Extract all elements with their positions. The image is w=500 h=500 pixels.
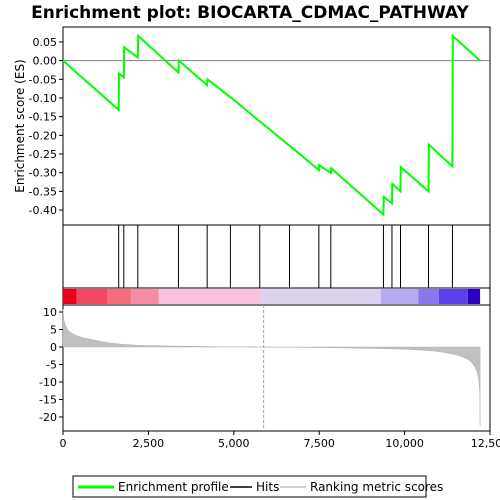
es-y-tick-label: -0.15 [29,111,57,124]
rank-colorbar [63,289,481,304]
colorbar-segment [380,289,419,304]
x-tick-label: 2,500 [133,437,165,450]
colorbar-segment [131,289,159,304]
es-y-tick-label: 0.05 [33,36,58,49]
hits-frame [62,224,491,289]
es-y-tick-label: -0.40 [29,204,57,217]
es-y-tick-label: -0.20 [29,129,57,142]
colorbar-segment [76,289,108,304]
legend: Enrichment profile Hits Ranking metric s… [72,475,443,498]
metric-x-axis-ticks: 0 2,500 5,000 7,500 10,000 12,500 [60,431,500,450]
colorbar-segment [158,289,262,304]
legend-label-ranking: Ranking metric scores [310,480,443,494]
colorbar-segment [107,289,132,304]
colorbar-segment [63,289,77,304]
enrichment-profile-line [62,33,481,217]
metric-y-tick-label: 0 [50,341,57,354]
es-y-tick-label: -0.10 [29,92,57,105]
legend-label-enrichment: Enrichment profile [118,480,229,494]
metric-y-tick-label: -5 [46,359,57,372]
metric-plot-frame [62,304,491,432]
metric-y-tick-label: -20 [39,411,57,424]
colorbar-segment [261,289,381,304]
metric-y-tick-label: -10 [39,376,57,389]
es-y-axis-title: Enrichment score (ES) [13,59,27,192]
rank-colorbar-panel [62,287,491,306]
x-tick-label: 7,500 [303,437,335,450]
x-tick-label: 12,500 [471,437,500,450]
colorbar-segment [467,289,481,304]
es-y-tick-label: -0.35 [29,185,57,198]
es-y-tick-label: -0.30 [29,167,57,180]
es-plot-frame [62,26,491,226]
es-y-tick-label: -0.05 [29,73,57,86]
chart-title: Enrichment plot: BIOCARTA_CDMAC_PATHWAY [31,3,469,23]
enrichment-score-panel: 0.05 0.00 -0.05 -0.10 -0.15 -0.20 -0.25 -0.30 -0… [13,26,491,226]
metric-y-tick-label: -15 [39,394,57,407]
hits-panel [62,224,491,289]
ranked-metric-panel: 10 5 0 -5 -10 -15 -20 0 2,500 5,000 7,500 10,000 12… [39,304,500,450]
metric-y-tick-label: 10 [43,306,57,319]
es-y-tick-label: 0.00 [33,55,58,68]
hit-markers [118,225,453,288]
x-tick-label: 5,000 [218,437,250,450]
metric-y-tick-label: 5 [50,324,57,337]
colorbar-segment [418,289,439,304]
es-y-tick-label: -0.25 [29,148,57,161]
legend-label-hits: Hits [256,480,279,494]
x-tick-label: 0 [60,437,67,450]
metric-y-axis-ticks: 10 5 0 -5 -10 -15 -20 [39,306,63,424]
x-tick-label: 10,000 [385,437,424,450]
colorbar-segment [438,289,468,304]
es-y-axis-ticks: 0.05 0.00 -0.05 -0.10 -0.15 -0.20 -0.25 -0.30 -0… [29,36,63,217]
ranking-metric-area [62,309,481,426]
